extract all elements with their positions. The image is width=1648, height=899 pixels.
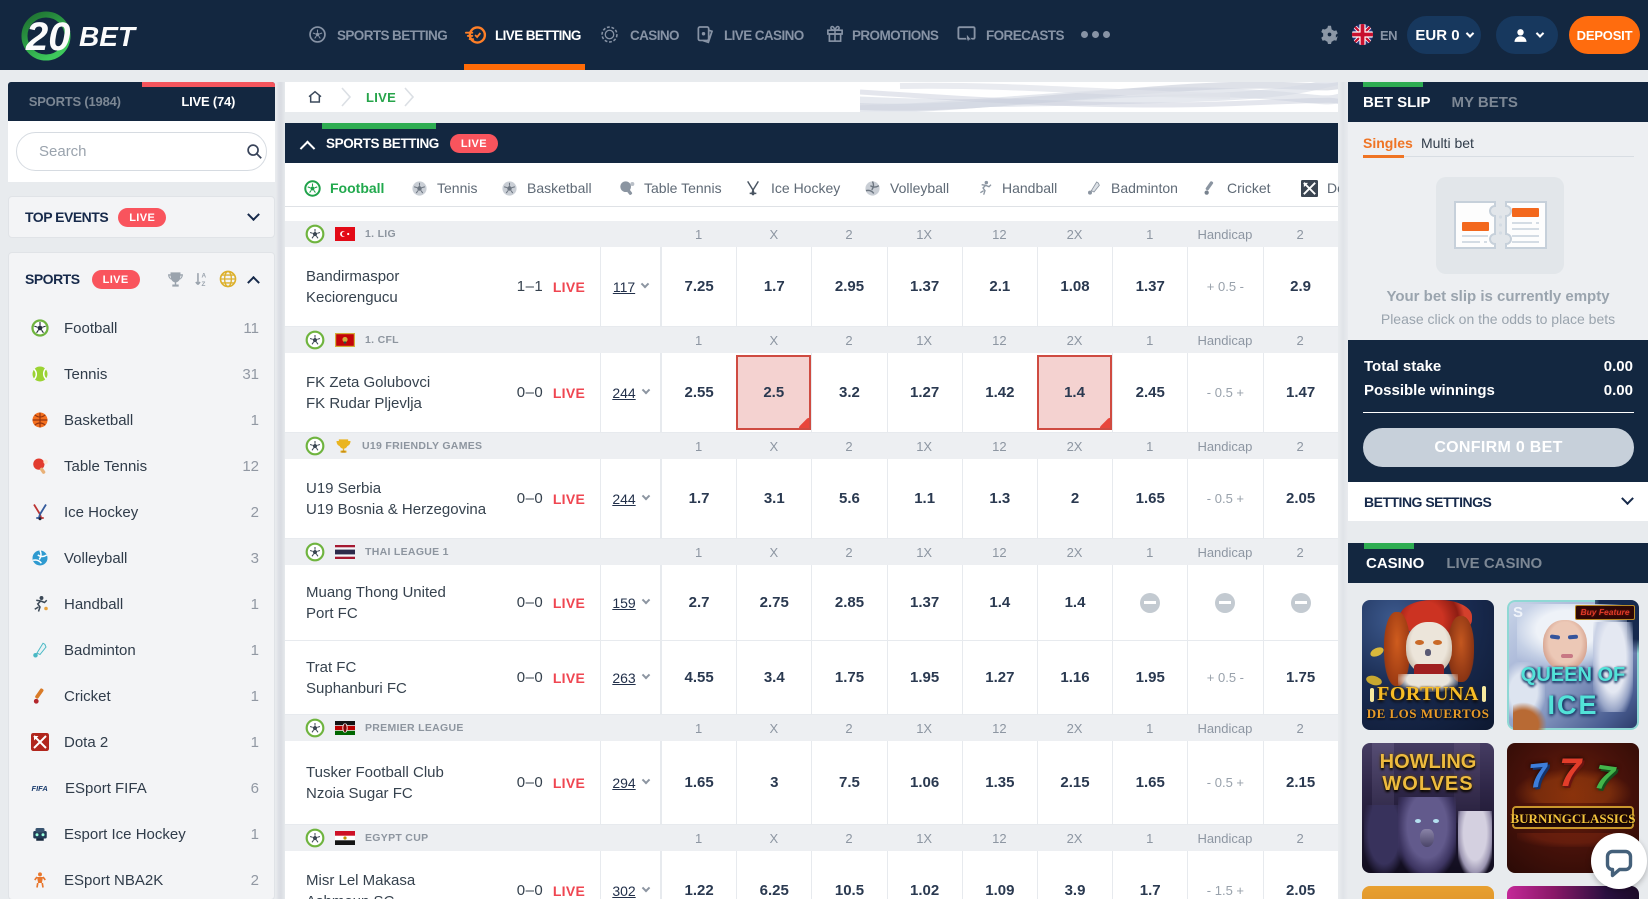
svg-text:A: A [202,272,207,279]
svg-text:20: 20 [25,15,71,59]
svg-text:BET: BET [79,21,138,52]
svg-text:Z: Z [202,280,206,287]
svg-text:FIFA: FIFA [32,784,48,793]
